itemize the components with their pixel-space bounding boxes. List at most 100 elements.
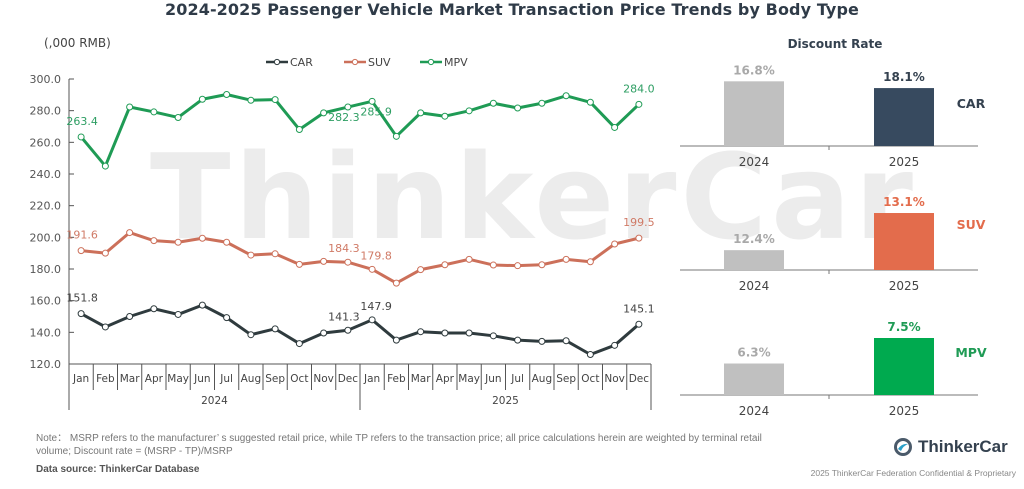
- data-point-suv: [441, 261, 449, 269]
- data-point-car: [320, 329, 328, 337]
- data-label-mpv: 285.9: [360, 105, 392, 118]
- data-point-car: [295, 340, 303, 348]
- y-tick-label: 160.0: [30, 295, 62, 308]
- x-tick-label: Jun: [193, 373, 210, 385]
- data-point-mpv: [198, 95, 206, 103]
- discount-bar-suv-2025: [874, 213, 934, 270]
- data-point-suv: [101, 249, 109, 257]
- discount-bar-mpv-2025: [874, 338, 934, 395]
- y-tick-label: 260.0: [30, 136, 62, 149]
- x-tick-label: Jul: [510, 373, 524, 385]
- data-point-mpv: [441, 112, 449, 120]
- data-point-suv: [489, 261, 497, 269]
- data-point-suv: [562, 255, 570, 263]
- series-line-car: [80, 303, 640, 356]
- data-point-mpv: [344, 103, 352, 111]
- data-label-car: 145.1: [623, 302, 655, 315]
- data-point-car: [126, 313, 134, 320]
- data-point-mpv: [126, 103, 134, 111]
- data-label-suv: 199.5: [623, 216, 655, 229]
- y-tick-label: 280.0: [30, 105, 62, 118]
- data-point-car: [150, 305, 158, 313]
- series-line-suv: [80, 231, 640, 285]
- footnote: Note： MSRP refers to the manufacturer’ s…: [36, 433, 762, 457]
- data-point-suv: [247, 251, 255, 259]
- data-point-car: [562, 337, 570, 345]
- x-tick-label: Feb: [96, 373, 115, 385]
- discount-bar-car-2024: [724, 81, 784, 146]
- thinkercar-logo-icon: [894, 438, 912, 456]
- data-point-mpv: [101, 162, 109, 170]
- x-tick-label: Dec: [629, 373, 650, 385]
- data-label-suv: 191.6: [66, 229, 98, 242]
- data-point-suv: [392, 279, 400, 287]
- discount-category-mpv: MPV: [955, 345, 987, 360]
- discount-bar-car-2025: [874, 88, 934, 146]
- legend-label-suv: SUV: [368, 56, 391, 69]
- data-point-suv: [295, 260, 303, 268]
- data-point-car: [223, 314, 231, 322]
- data-label-suv: 184.3: [328, 242, 360, 255]
- data-point-car: [465, 329, 473, 337]
- data-point-suv: [174, 238, 182, 246]
- y-tick-label: 140.0: [30, 326, 62, 339]
- logo-text: ThinkerCar: [918, 437, 1008, 456]
- discount-year-label: 2024: [739, 155, 770, 169]
- data-point-mpv: [150, 108, 158, 116]
- brand-logo: ThinkerCar: [893, 437, 1008, 457]
- data-label-car: 147.9: [360, 300, 392, 313]
- data-point-car: [538, 337, 546, 345]
- data-point-car: [441, 329, 449, 337]
- discount-bar-suv-2024: [724, 250, 784, 270]
- discount-year-label: 2024: [739, 279, 770, 293]
- data-point-suv: [271, 250, 279, 258]
- data-point-suv: [368, 265, 376, 273]
- data-point-mpv: [562, 92, 570, 100]
- legend-marker-suv: [351, 58, 359, 66]
- data-point-suv: [586, 258, 594, 266]
- x-tick-label: Oct: [581, 373, 599, 385]
- data-point-suv: [223, 238, 231, 246]
- data-point-car: [101, 323, 109, 331]
- data-point-suv: [77, 247, 85, 255]
- legend-marker-mpv: [427, 58, 435, 66]
- chart-title: 2024-2025 Passenger Vehicle Market Trans…: [165, 0, 859, 19]
- data-point-car: [368, 316, 376, 324]
- data-point-mpv: [77, 133, 85, 141]
- x-tick-label: Jan: [363, 373, 380, 385]
- discount-rate-title: Discount Rate: [787, 37, 883, 51]
- watermark: ThinkerCar: [150, 128, 917, 266]
- data-point-suv: [344, 258, 352, 266]
- x-tick-label: Apr: [145, 373, 164, 385]
- discount-label-suv-2025: 13.1%: [883, 195, 925, 209]
- x-tick-label: Sep: [556, 373, 576, 385]
- data-label-mpv: 284.0: [623, 82, 655, 95]
- discount-bar-mpv-2024: [724, 363, 784, 395]
- discount-year-label: 2025: [889, 279, 920, 293]
- data-point-car: [514, 336, 522, 344]
- data-point-mpv: [295, 126, 303, 134]
- data-label-mpv: 263.4: [66, 115, 98, 128]
- x-tick-label: Aug: [532, 373, 553, 385]
- x-tick-label: Dec: [338, 373, 359, 385]
- y-axis-unit-label: (,000 RMB): [44, 36, 111, 50]
- data-point-car: [271, 325, 279, 333]
- x-tick-label: Oct: [290, 373, 308, 385]
- discount-label-car-2025: 18.1%: [883, 70, 925, 84]
- data-point-suv: [538, 261, 546, 269]
- discount-label-mpv-2024: 6.3%: [737, 346, 770, 360]
- x-tick-label: Nov: [313, 373, 334, 385]
- data-point-mpv: [635, 100, 643, 108]
- data-point-suv: [126, 229, 134, 237]
- data-point-mpv: [417, 109, 425, 117]
- x-tick-label: Jan: [72, 373, 89, 385]
- data-point-mpv: [489, 99, 497, 107]
- data-point-suv: [150, 237, 158, 245]
- data-point-mpv: [538, 99, 546, 107]
- data-point-car: [344, 326, 352, 334]
- discount-year-label: 2025: [889, 155, 920, 169]
- x-tick-label: Nov: [604, 373, 625, 385]
- x-tick-label: Mar: [411, 373, 431, 385]
- data-point-car: [77, 310, 85, 318]
- data-point-mpv: [247, 96, 255, 104]
